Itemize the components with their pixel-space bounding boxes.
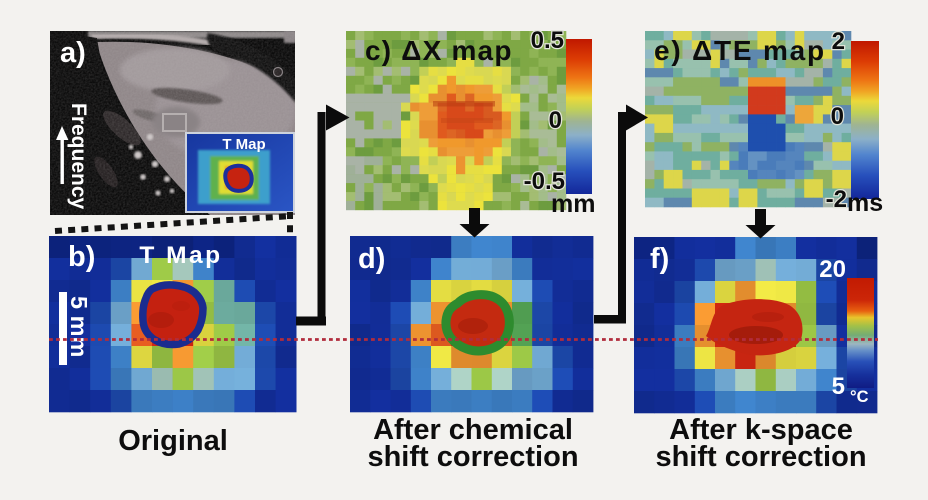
svg-text:T Map: T Map xyxy=(139,242,222,269)
svg-text:e) ΔTE map: e) ΔTE map xyxy=(654,35,826,66)
svg-text:f): f) xyxy=(650,243,669,275)
svg-text:c) ΔX map: c) ΔX map xyxy=(365,35,513,66)
svg-text:T Map: T Map xyxy=(222,136,265,153)
svg-text:2: 2 xyxy=(832,28,845,55)
svg-text:ms: ms xyxy=(847,189,883,217)
svg-text:d): d) xyxy=(358,243,385,275)
svg-text:Original: Original xyxy=(118,425,228,457)
svg-text:After chemical: After chemical xyxy=(373,414,573,446)
svg-text:shift correction: shift correction xyxy=(655,441,866,473)
svg-text:shift correction: shift correction xyxy=(367,441,578,473)
svg-text:5: 5 xyxy=(832,373,845,400)
svg-text:Frequency: Frequency xyxy=(67,103,90,210)
svg-text:After k-space: After k-space xyxy=(669,414,853,446)
svg-text:-2: -2 xyxy=(826,186,847,213)
svg-text:0.5: 0.5 xyxy=(531,27,564,54)
svg-text:5 mm: 5 mm xyxy=(66,296,92,357)
svg-text:°C: °C xyxy=(850,388,869,406)
svg-text:b): b) xyxy=(68,241,95,273)
svg-text:a): a) xyxy=(60,37,86,69)
svg-text:0: 0 xyxy=(549,107,562,134)
svg-text:0: 0 xyxy=(831,103,844,130)
svg-text:20: 20 xyxy=(819,256,846,283)
svg-text:mm: mm xyxy=(551,190,595,218)
svg-text:-0.5: -0.5 xyxy=(524,168,565,195)
